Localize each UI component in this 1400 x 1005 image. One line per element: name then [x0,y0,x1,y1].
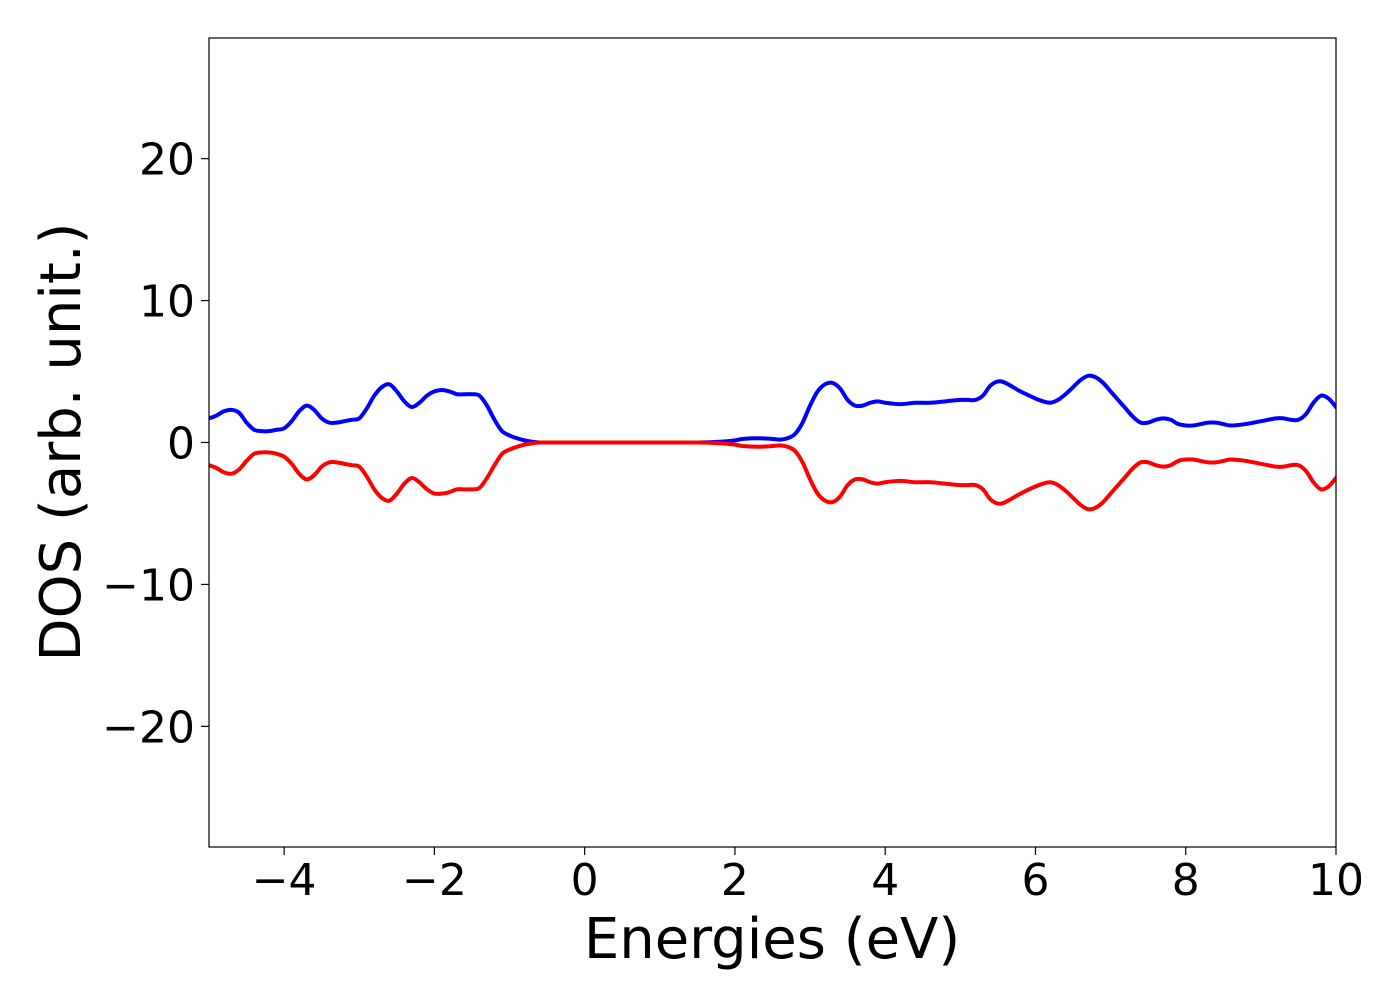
dos-spin-down-line [209,440,1336,512]
x-axis-title: Energies (eV) [584,907,960,972]
plot-frame [208,37,1337,848]
y-tick-label: 0 [167,419,195,470]
y-tick-label: 10 [139,277,195,328]
x-tick-label: 4 [871,855,899,906]
y-axis-title: DOS (arb. unit.) [29,222,94,661]
x-tick-label: 8 [1172,855,1200,906]
dos-spin-up-line [209,373,1336,445]
x-tick-label: −4 [252,855,317,906]
y-tick-label: 20 [139,135,195,186]
y-tick-label: −20 [102,702,195,753]
x-tick-label: 0 [571,855,599,906]
x-tick-label: −2 [402,855,467,906]
x-tick-label: 6 [1021,855,1049,906]
x-tick-label: 10 [1308,855,1364,906]
x-tick-label: 2 [721,855,749,906]
series-layer [209,373,1336,512]
y-tick-label: −10 [102,560,195,611]
